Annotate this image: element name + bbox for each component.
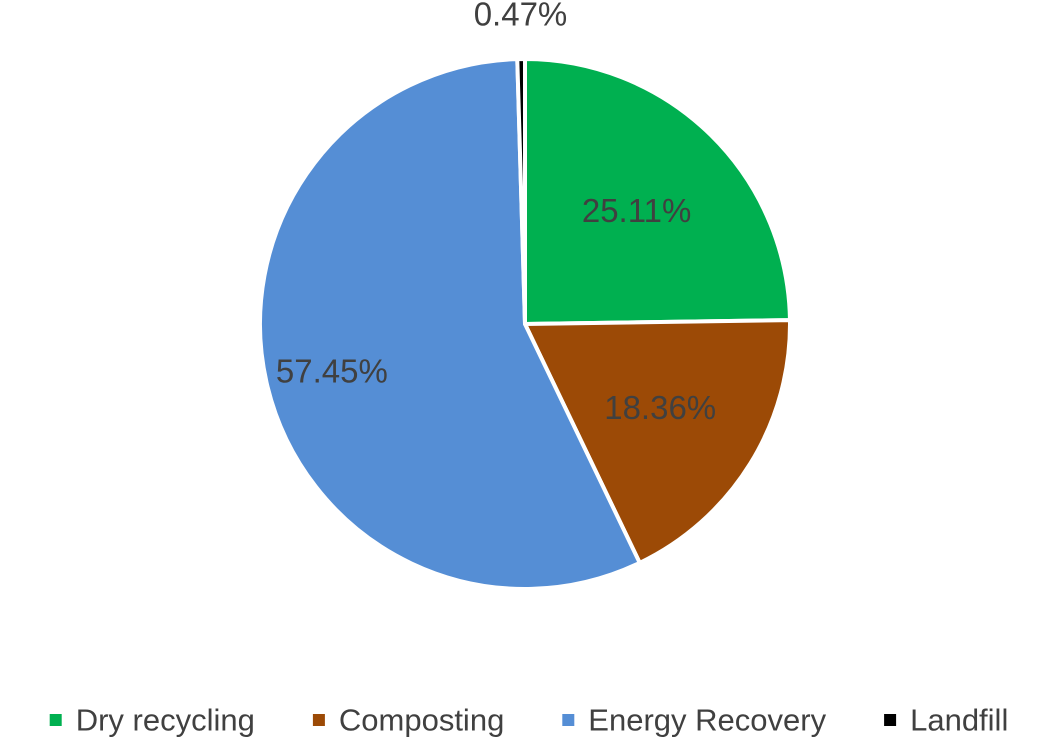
legend: Dry recycling Composting Energy Recovery La… [49, 703, 1008, 738]
data-label-dry-recycling: 25.11% [582, 192, 691, 229]
legend-label-energy-recovery: Energy Recovery [588, 703, 826, 738]
legend-swatch-landfill [884, 714, 897, 726]
data-label-energy-recovery: 57.45% [276, 352, 388, 389]
legend-label-landfill: Landfill [910, 703, 1008, 738]
legend-item-composting: Composting [312, 703, 504, 738]
legend-label-composting: Composting [339, 703, 504, 738]
legend-swatch-energy-recovery [562, 714, 575, 726]
pie-slice-composting [523, 318, 792, 565]
pie-slice-energy-recovery [258, 57, 642, 591]
legend-item-landfill: Landfill [884, 703, 1008, 738]
legend-swatch-dry-recycling [49, 714, 62, 726]
pie-slice-landfill [515, 57, 527, 326]
legend-label-dry-recycling: Dry recycling [76, 703, 255, 738]
pie-slices [258, 57, 792, 591]
data-label-composting: 18.36% [604, 389, 716, 426]
data-label-landfill: 0.47% [474, 0, 568, 33]
legend-item-energy-recovery: Energy Recovery [562, 703, 827, 738]
legend-swatch-composting [312, 714, 325, 726]
legend-item-dry-recycling: Dry recycling [49, 703, 255, 738]
pie-slice-dry-recycling [523, 57, 792, 326]
data-labels: 25.11% 18.36% 57.45% 0.47% [276, 0, 716, 426]
